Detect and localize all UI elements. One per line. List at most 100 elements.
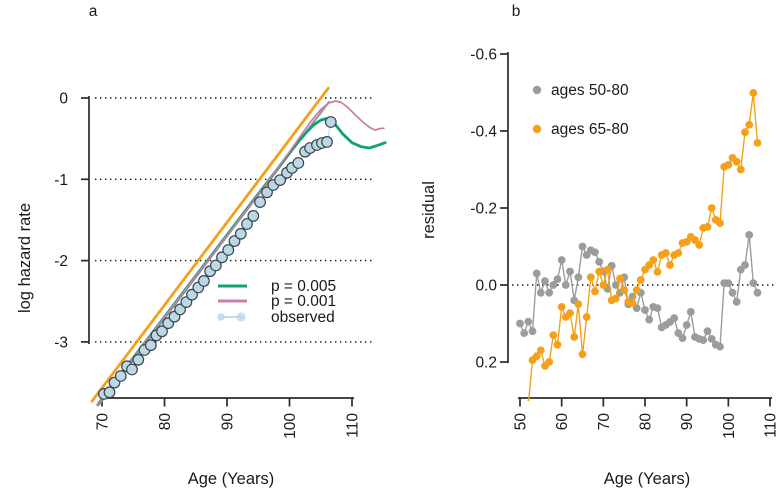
data-point-ages 65-80 <box>732 157 741 166</box>
data-point-ages 65-80 <box>707 204 716 212</box>
y-tick-label: 0.2 <box>475 355 497 372</box>
data-point-ages 65-80 <box>741 128 749 137</box>
data-point-ages 65-80 <box>636 276 645 284</box>
data-point-ages 50-80 <box>566 267 574 276</box>
data-point-observed <box>216 251 228 264</box>
data-point-ages 50-80 <box>724 279 733 287</box>
data-point-ages 50-80 <box>741 261 749 269</box>
data-point-observed <box>241 218 253 230</box>
data-point-ages 65-80 <box>620 286 629 294</box>
data-point-observed <box>254 196 267 209</box>
data-point-observed <box>132 353 145 366</box>
data-point-ages 50-80 <box>516 319 524 328</box>
y-tick-label: 0 <box>59 91 68 108</box>
x-tick-label: 50 <box>513 413 530 431</box>
data-point-ages 65-80 <box>532 352 541 361</box>
data-point-observed <box>324 116 337 128</box>
x-tick-label: 110 <box>763 413 780 438</box>
x-tick-label: 100 <box>721 413 738 439</box>
data-point-ages 65-80 <box>603 265 612 274</box>
data-point-ages 50-80 <box>645 315 654 324</box>
x-tick-label: 90 <box>220 413 237 431</box>
data-point-ages 50-80 <box>557 256 566 264</box>
data-point-ages 65-80 <box>591 287 599 296</box>
data-point-ages 65-80 <box>611 294 620 303</box>
data-point-ages 65-80 <box>649 256 658 264</box>
data-point-ages 65-80 <box>724 161 733 169</box>
legend-label-ages-65-80: ages 65-80 <box>551 121 629 138</box>
panel-b-legend: ages 50-80 ages 65-80 <box>532 82 629 138</box>
data-point-ages 65-80 <box>545 358 554 366</box>
x-tick-label: 70 <box>596 413 613 431</box>
panel-b-y-axis-title: residual <box>420 181 438 239</box>
x-tick-label: 100 <box>282 413 299 439</box>
x-tick-label: 80 <box>638 413 655 431</box>
data-point-observed <box>156 325 168 338</box>
data-point-ages 50-80 <box>753 288 762 297</box>
data-point-ages 50-80 <box>549 281 558 289</box>
x-tick-label: 80 <box>157 413 174 431</box>
data-point-ages 65-80 <box>745 120 754 129</box>
data-point-ages 65-80 <box>557 303 566 311</box>
series-line-straight-fit-orange <box>90 86 330 403</box>
panel-a-tick-labels: 0 -1 -2 -3 70 80 90 100 110 <box>54 91 361 439</box>
data-point-ages 65-80 <box>653 268 662 276</box>
data-point-ages 65-80 <box>574 300 583 309</box>
data-point-ages 50-80 <box>595 258 604 266</box>
data-point-ages 50-80 <box>686 308 695 316</box>
data-point-ages 50-80 <box>524 317 533 326</box>
series-connector-ages 65-80 <box>527 92 759 401</box>
data-point-ages 50-80 <box>641 306 649 314</box>
legend-label-p-0001: p = 0.001 <box>271 293 336 310</box>
data-point-observed <box>174 303 187 316</box>
data-point-ages 50-80 <box>745 231 754 239</box>
data-point-ages 50-80 <box>670 314 679 322</box>
data-point-ages 65-80 <box>661 249 670 257</box>
data-point-ages 65-80 <box>536 346 545 355</box>
data-point-ages 50-80 <box>532 269 541 278</box>
data-point-ages 50-80 <box>732 298 741 306</box>
data-point-ages 50-80 <box>591 248 599 257</box>
data-point-ages 50-80 <box>682 321 691 329</box>
legend-swatch-observed-dot <box>217 313 225 321</box>
panel-a-legend: p = 0.005 p = 0.001 observed <box>217 278 336 326</box>
data-point-ages 65-80 <box>736 165 745 174</box>
panel-b-tick-labels: -0.6 -0.4 -0.2 0.0 0.2 50 60 70 80 90 100 110 <box>470 47 779 439</box>
y-tick-label: -0.4 <box>470 124 497 141</box>
data-point-ages 50-80 <box>699 336 708 344</box>
series-line-p = 0.001 <box>96 100 385 407</box>
data-point-ages 65-80 <box>695 241 704 249</box>
panel-a-axes <box>81 96 354 407</box>
data-point-observed <box>222 244 235 256</box>
data-point-ages 65-80 <box>632 286 641 294</box>
data-point-ages 50-80 <box>728 288 737 297</box>
panel-b-series <box>516 89 762 401</box>
data-point-ages 65-80 <box>674 249 683 257</box>
legend-label-observed: observed <box>271 309 335 326</box>
data-point-ages 65-80 <box>599 281 608 289</box>
y-tick-label: -1 <box>54 172 68 189</box>
data-point-ages 65-80 <box>549 331 558 339</box>
data-point-observed <box>274 174 287 187</box>
data-point-ages 65-80 <box>628 299 637 307</box>
panel-b-letter: b <box>512 3 521 20</box>
y-tick-label: -0.2 <box>470 201 497 218</box>
legend-label-p-0005: p = 0.005 <box>271 278 336 295</box>
legend-label-ages-50-80: ages 50-80 <box>551 82 629 99</box>
data-point-ages 65-80 <box>716 219 724 227</box>
data-point-observed <box>321 135 333 148</box>
data-point-ages 65-80 <box>526 400 531 401</box>
data-point-observed <box>114 370 127 382</box>
data-point-ages 65-80 <box>570 333 579 341</box>
legend-swatch-gray-dot <box>532 85 542 95</box>
data-point-ages 50-80 <box>716 342 724 351</box>
data-point-ages 65-80 <box>749 89 758 97</box>
x-tick-label: 110 <box>345 413 362 438</box>
data-point-observed <box>228 235 241 248</box>
data-point-observed <box>261 186 273 199</box>
data-point-ages 50-80 <box>653 304 662 312</box>
data-point-observed <box>103 386 116 399</box>
x-tick-label: 60 <box>554 413 571 431</box>
data-point-observed <box>247 209 260 222</box>
